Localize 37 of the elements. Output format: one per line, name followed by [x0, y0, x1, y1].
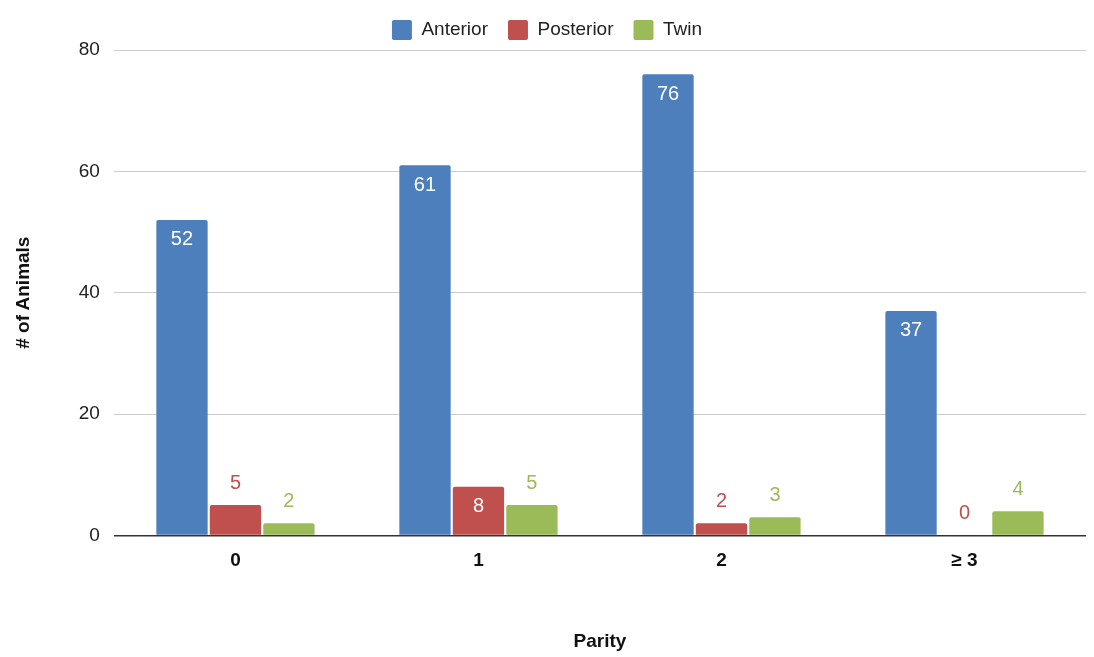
data-label: 8: [472, 494, 485, 517]
bar: [399, 165, 451, 535]
legend-label: Twin: [662, 18, 703, 40]
x-axis-title: Parity: [573, 629, 627, 651]
x-tick-label: 2: [716, 549, 727, 571]
data-label: 0: [958, 500, 971, 523]
bar: [263, 523, 315, 535]
x-tick-label: ≥ 3: [951, 549, 978, 571]
y-tick-label: 60: [78, 159, 100, 181]
data-label: 76: [656, 81, 680, 104]
data-label: 2: [283, 488, 295, 511]
data-label: 5: [229, 470, 241, 493]
y-tick-label: 40: [78, 280, 100, 302]
legend-label: Anterior: [421, 18, 489, 40]
y-tick-label: 80: [78, 38, 100, 60]
bar: [992, 511, 1044, 535]
bar: [885, 310, 937, 535]
data-label: 4: [1012, 476, 1024, 499]
data-label: 2: [715, 488, 728, 511]
data-label: 61: [413, 172, 437, 195]
bar: [749, 517, 801, 535]
bar: [642, 74, 694, 535]
bar: [156, 219, 208, 535]
x-tick-label: 0: [230, 549, 241, 571]
x-tick-label: 1: [473, 549, 485, 571]
data-label: 3: [769, 482, 781, 505]
data-label: 52: [170, 227, 194, 250]
y-tick-label: 20: [78, 402, 100, 424]
data-label: 5: [526, 470, 538, 493]
y-axis-title: # of Animals: [11, 236, 33, 349]
y-tick-label: 0: [89, 523, 100, 545]
bar: [506, 505, 558, 535]
bar: [695, 523, 748, 535]
bar: [209, 505, 262, 535]
data-label: 37: [899, 318, 923, 341]
legend-label: Posterior: [537, 18, 615, 40]
bar: [452, 486, 505, 535]
